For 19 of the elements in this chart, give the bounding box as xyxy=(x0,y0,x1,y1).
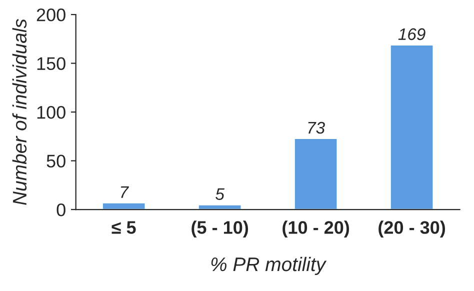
y-tick-label: 200 xyxy=(36,8,66,22)
bar xyxy=(294,138,338,210)
y-tick-label: 100 xyxy=(37,106,66,119)
data-label: 5 xyxy=(216,188,224,200)
data-label: 7 xyxy=(120,186,129,198)
y-tick-label: 0 xyxy=(56,203,66,216)
y-axis-title: Number of individuals xyxy=(12,18,27,205)
y-tick-label: 50 xyxy=(46,154,66,168)
x-axis-title: % PR motility xyxy=(211,256,327,276)
x-tick-label: ≤ 5 xyxy=(112,221,136,234)
y-tick-label: 150 xyxy=(37,57,66,70)
x-tick-label: (20 - 30) xyxy=(378,220,446,238)
data-label: 73 xyxy=(308,122,325,134)
data-label: 169 xyxy=(398,28,426,40)
bar xyxy=(198,204,242,210)
x-tick-label: (5 - 10) xyxy=(192,220,248,238)
bar xyxy=(389,44,434,210)
bar xyxy=(102,202,146,210)
x-tick-label: (10 - 20) xyxy=(282,220,350,238)
